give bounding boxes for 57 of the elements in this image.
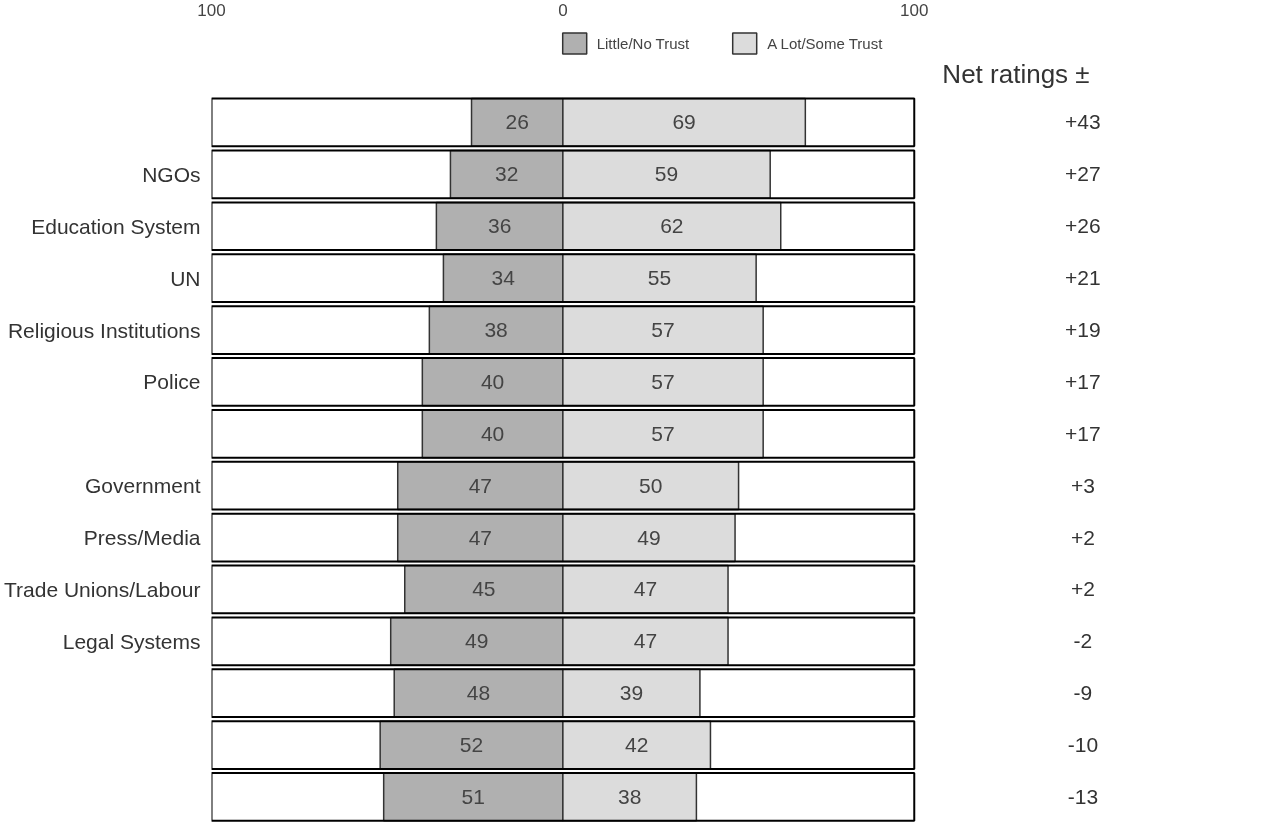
text: Net ratings ±	[942, 58, 1090, 89]
text: +2	[1070, 525, 1095, 549]
y-tick-label: Education System	[31, 214, 201, 238]
text: -9	[1073, 681, 1093, 705]
data-label: 45	[472, 577, 496, 601]
text: +43	[1065, 110, 1101, 134]
text: +17	[1065, 369, 1101, 393]
data-label: 36	[487, 214, 512, 238]
text: -2	[1073, 629, 1093, 653]
data-label: 40	[480, 421, 505, 445]
legend-label: Little/No Trust	[596, 34, 690, 52]
data-label: 62	[660, 214, 684, 238]
text: +27	[1065, 162, 1101, 186]
y-tick-label: Press/Media	[83, 526, 201, 550]
text: +19	[1065, 318, 1101, 342]
data-label: 50	[639, 473, 663, 497]
text: +2	[1070, 577, 1095, 601]
data-label: 34	[491, 266, 516, 290]
data-label: 47	[633, 577, 658, 601]
y-tick-label: Government	[84, 474, 201, 498]
data-label: 42	[624, 733, 649, 757]
legend-label: A Lot/Some Trust	[767, 34, 883, 52]
data-label: 47	[633, 629, 658, 653]
y-tick-label: Trade Unions/Labour	[3, 577, 201, 601]
data-label: 49	[465, 629, 489, 653]
data-label: 49	[637, 525, 661, 549]
data-label: 38	[617, 784, 642, 808]
y-tick-label: Religious Institutions	[7, 318, 201, 342]
data-label: 47	[468, 473, 492, 497]
data-label: 57	[651, 421, 675, 445]
data-label: 57	[651, 318, 675, 342]
data-label: 48	[466, 681, 491, 705]
data-label: 51	[461, 784, 485, 808]
data-label: 32	[494, 162, 519, 186]
data-label: 69	[672, 110, 696, 134]
text: +21	[1065, 266, 1101, 290]
text: -10	[1067, 733, 1099, 757]
y-tick-label: Police	[143, 370, 201, 394]
x-tick-label: 0	[558, 0, 568, 20]
x-tick-label: 100	[197, 0, 226, 20]
data-label: 57	[651, 369, 675, 393]
data-label: 39	[619, 681, 644, 705]
y-tick-label: NGOs	[142, 162, 201, 186]
data-label: 59	[654, 162, 679, 186]
data-label: 47	[468, 525, 492, 549]
data-label: 26	[505, 110, 529, 134]
y-tick-label: UN	[170, 266, 201, 290]
data-label: 52	[459, 733, 484, 757]
text: +17	[1065, 421, 1101, 445]
data-label: 38	[484, 318, 508, 342]
x-tick-label: 100	[900, 0, 929, 20]
text: +26	[1065, 214, 1101, 238]
text: +3	[1070, 473, 1095, 497]
data-label: 55	[647, 266, 672, 290]
data-label: 40	[480, 369, 505, 393]
text: -13	[1067, 784, 1099, 808]
y-tick-label: Legal Systems	[62, 629, 201, 653]
